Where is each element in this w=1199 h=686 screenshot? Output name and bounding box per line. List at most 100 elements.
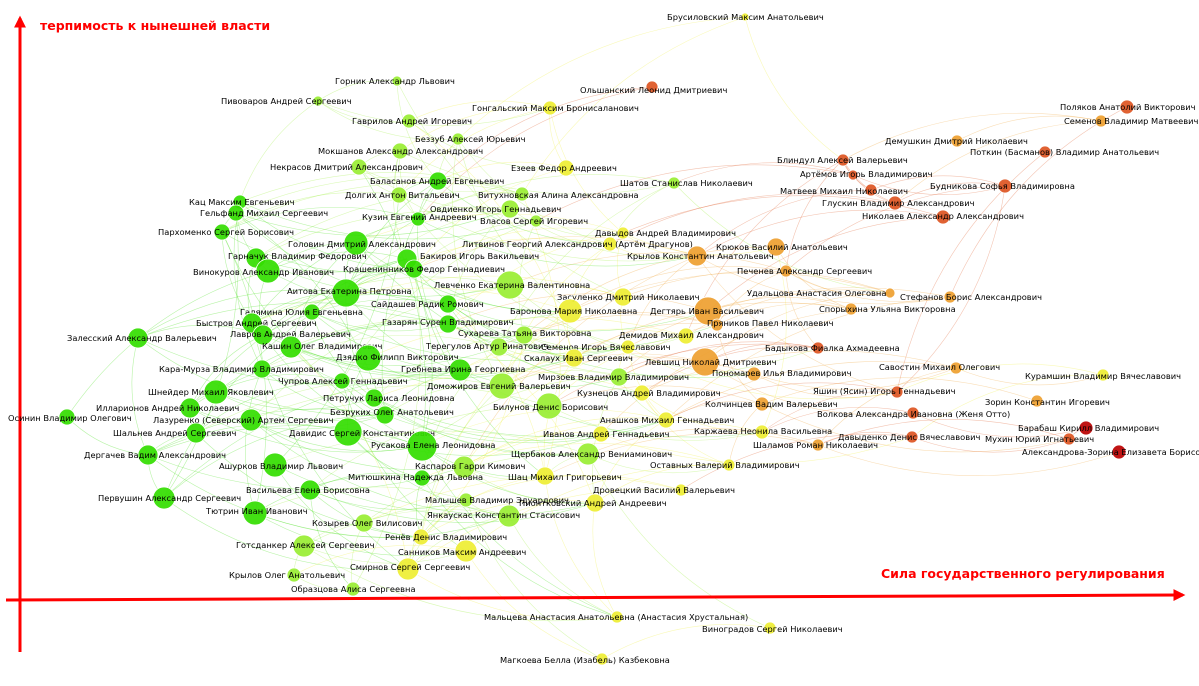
person-node[interactable]: Дровецкий Василий Валерьевич [593, 483, 735, 497]
node-circle[interactable] [620, 339, 636, 355]
person-node[interactable]: Левченко Екатерина Валентиновна [434, 270, 590, 300]
person-node[interactable]: Осинин Владимир Олегович [8, 408, 132, 426]
person-node[interactable]: Винокуров Александр Иванович [193, 258, 334, 284]
person-node[interactable]: Илларионов Андрей Николаевич [96, 397, 239, 419]
person-node[interactable]: Готсданкер Алексей Сергеевич [236, 534, 375, 558]
node-circle[interactable] [667, 176, 681, 190]
person-node[interactable]: Шац Михаил Григорьевич [508, 466, 622, 486]
person-node[interactable]: Шальнев Андрей Сергеевич [113, 422, 236, 444]
node-circle[interactable] [452, 455, 476, 479]
person-node[interactable]: Ашурков Владимир Львович [219, 452, 343, 478]
person-node[interactable]: Кузин Евгений Андреевич [362, 211, 477, 227]
node-circle[interactable] [514, 325, 534, 345]
node-circle[interactable] [1119, 99, 1135, 115]
person-node[interactable]: Мокшанов Александр Александрович [318, 142, 483, 160]
person-node[interactable]: Некрасов Дмитрий Александрович [270, 158, 423, 176]
node-circle[interactable] [943, 290, 957, 304]
person-node[interactable]: Удальцова Анастасия Олеговна [747, 287, 896, 299]
person-node[interactable]: Поткин (Басманов) Владимир Анатольевич [970, 145, 1159, 159]
person-node[interactable]: Семенов Игорь Вячеславович [541, 339, 671, 355]
person-node[interactable]: Крылов Олег Анатольевич [229, 567, 345, 583]
node-circle[interactable] [333, 372, 351, 390]
node-circle[interactable] [595, 652, 609, 666]
person-node[interactable]: Курамшин Владимир Вячеславович [1025, 368, 1181, 382]
node-circle[interactable] [686, 245, 708, 267]
person-node[interactable]: Ольшанский Леонид Дмитриевич [580, 80, 727, 95]
node-circle[interactable] [887, 195, 903, 211]
node-circle[interactable] [811, 341, 825, 355]
node-circle[interactable] [657, 411, 675, 429]
node-circle[interactable] [529, 214, 543, 228]
node-circle[interactable] [884, 287, 896, 299]
person-node[interactable]: Крашенинников Федор Геннадиевич [343, 259, 505, 279]
node-circle[interactable] [633, 384, 651, 402]
person-node[interactable]: Гребнева Ирина Георгиевна [401, 358, 525, 382]
node-circle[interactable] [137, 444, 159, 466]
node-circle[interactable] [693, 296, 723, 326]
node-circle[interactable] [185, 422, 207, 444]
node-circle[interactable] [354, 344, 382, 372]
person-node[interactable]: Демидов Михаил Александрович [619, 327, 764, 345]
person-node[interactable]: Шатов Станислав Николаевич [620, 176, 753, 190]
node-circle[interactable] [847, 169, 859, 181]
node-circle[interactable] [410, 211, 426, 227]
node-circle[interactable] [454, 539, 478, 563]
person-node[interactable]: Поляков Анатолий Викторович [1060, 99, 1196, 115]
person-node[interactable]: Чупров Алексей Геннадьевич [278, 372, 408, 390]
person-node[interactable]: Кузнецов Андрей Владимирович [577, 384, 721, 402]
node-circle[interactable] [292, 534, 316, 558]
node-circle[interactable] [754, 424, 770, 440]
node-circle[interactable] [252, 359, 272, 379]
node-circle[interactable] [227, 204, 245, 222]
person-node[interactable]: Залесский Александр Валерьевич [67, 327, 217, 349]
node-circle[interactable] [905, 430, 919, 444]
person-node[interactable]: Пивоваров Андрей Сергеевич [221, 95, 352, 107]
person-node[interactable]: Первушин Александр Сергеевич [98, 486, 241, 510]
person-node[interactable]: Засуленко Дмитрий Николаевич [557, 287, 700, 307]
person-node[interactable]: Васильева Елена Борисовна [246, 479, 370, 501]
node-circle[interactable] [375, 405, 395, 425]
person-node[interactable]: Сухарева Татьяна Викторовна [458, 325, 591, 345]
node-circle[interactable] [354, 513, 374, 533]
node-circle[interactable] [303, 303, 321, 321]
node-circle[interactable] [152, 486, 176, 510]
node-circle[interactable] [690, 347, 720, 377]
node-circle[interactable] [864, 183, 878, 197]
person-node[interactable]: Янкаускас Константин Стасисович [427, 504, 580, 528]
person-node[interactable]: Левшиц Николай Дмитриевич [645, 347, 777, 377]
node-circle[interactable] [489, 337, 509, 357]
person-node[interactable]: Ренёв Денис Владимирович [385, 528, 507, 546]
node-circle[interactable] [997, 178, 1013, 194]
node-circle[interactable] [645, 80, 659, 94]
person-node[interactable]: Магкоева Белла (Изабель) Казбековна [500, 652, 670, 666]
person-node[interactable]: Зорин Константин Игоревич [985, 394, 1110, 408]
person-node[interactable]: Гаврилов Андрей Игоревич [352, 113, 472, 129]
person-node[interactable]: Мальцева Анастасия Анатольевна (Анастаси… [484, 610, 748, 624]
person-node[interactable]: Брусиловский Максим Анатольевич [667, 12, 824, 22]
person-node[interactable]: Смирнов Сергей Сергеевич [350, 557, 470, 581]
person-node[interactable]: Иванов Андрей Геннадьевич [543, 425, 670, 443]
person-node[interactable]: Барабаш Кирилл Владимирович [1018, 420, 1159, 436]
node-circle[interactable] [448, 358, 472, 382]
node-circle[interactable] [391, 142, 409, 160]
person-node[interactable]: Стефанов Борис Александрович [900, 290, 1042, 304]
node-circle[interactable] [364, 388, 384, 408]
node-circle[interactable] [438, 294, 458, 314]
node-circle[interactable] [722, 458, 736, 472]
node-circle[interactable] [754, 396, 770, 412]
person-node[interactable]: Каржаева Неонила Васильевна [694, 424, 832, 440]
person-node[interactable]: Колчинцев Вадим Валерьевич [705, 396, 838, 412]
person-node[interactable]: Семенов Владимир Матвеевич [1064, 114, 1199, 128]
person-node[interactable]: Крылов Константин Анатольевич [627, 245, 774, 267]
person-node[interactable]: Николаев Александр Александрович [862, 209, 1024, 225]
person-node[interactable]: Мирзоев Владимир Владимирович [538, 367, 689, 387]
node-circle[interactable] [406, 430, 438, 462]
node-circle[interactable] [331, 278, 361, 308]
node-circle[interactable] [779, 264, 793, 278]
node-circle[interactable] [763, 621, 777, 635]
person-node[interactable]: Пионтковский Андрей Андреевич [519, 493, 667, 513]
person-node[interactable]: Спорыхина Ульяна Викторовна [819, 302, 956, 316]
person-node[interactable]: Езеев Федор Андреевич [511, 159, 617, 177]
person-node[interactable]: Баронова Мария Николаевна [510, 298, 637, 324]
node-circle[interactable] [255, 258, 281, 284]
